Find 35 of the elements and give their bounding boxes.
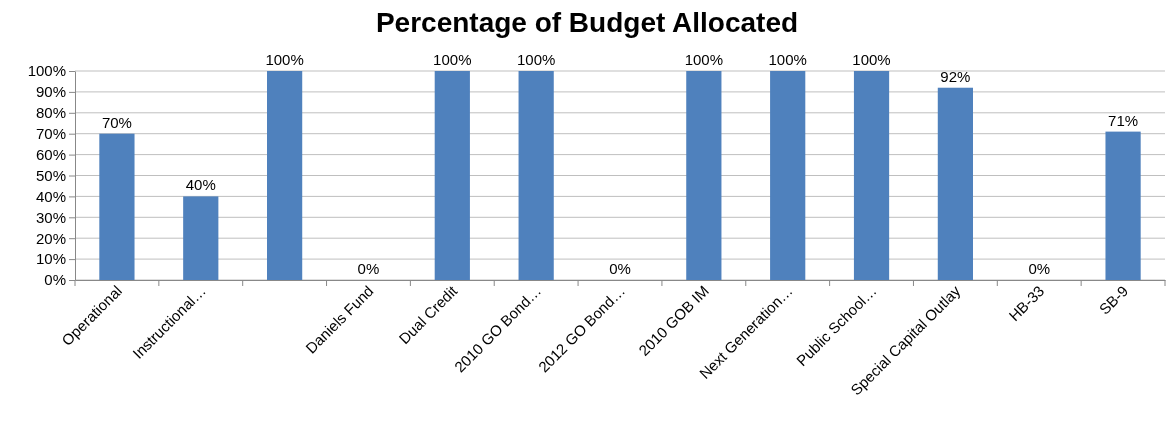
y-tick-label: 70% xyxy=(35,125,66,142)
y-tick-label: 100% xyxy=(27,62,66,80)
bar xyxy=(99,133,135,280)
y-tick-label: 20% xyxy=(35,229,66,247)
y-tick-label: 30% xyxy=(35,208,66,226)
bar xyxy=(937,87,973,280)
y-tick-label: 40% xyxy=(35,187,66,205)
data-label: 40% xyxy=(185,176,216,194)
data-label: 70% xyxy=(101,113,132,131)
bar xyxy=(1105,131,1141,280)
data-label: 100% xyxy=(265,51,304,68)
y-tick-label: 50% xyxy=(35,166,66,184)
data-label: 0% xyxy=(609,260,631,277)
data-label: 71% xyxy=(1108,111,1139,129)
y-tick-label: 10% xyxy=(35,250,66,268)
bar xyxy=(267,71,303,280)
bar xyxy=(183,196,219,280)
data-label: 0% xyxy=(357,260,380,277)
bar xyxy=(686,71,722,280)
y-tick-label: 0% xyxy=(44,271,66,289)
y-tick-label: 60% xyxy=(35,145,66,163)
bar xyxy=(518,71,554,280)
data-label: 100% xyxy=(684,51,724,68)
data-label: 100% xyxy=(433,51,472,68)
data-label: 100% xyxy=(516,51,556,68)
y-tick-label: 90% xyxy=(35,83,66,101)
data-label: 100% xyxy=(768,51,807,68)
bar xyxy=(853,71,890,280)
bar xyxy=(434,71,470,280)
data-label: 100% xyxy=(852,51,891,68)
data-label: 0% xyxy=(1028,260,1051,277)
data-label: 92% xyxy=(940,67,971,85)
chart-title: Percentage of Budget Allocated xyxy=(375,7,799,38)
bar xyxy=(770,71,806,280)
y-tick-label: 80% xyxy=(35,104,66,122)
